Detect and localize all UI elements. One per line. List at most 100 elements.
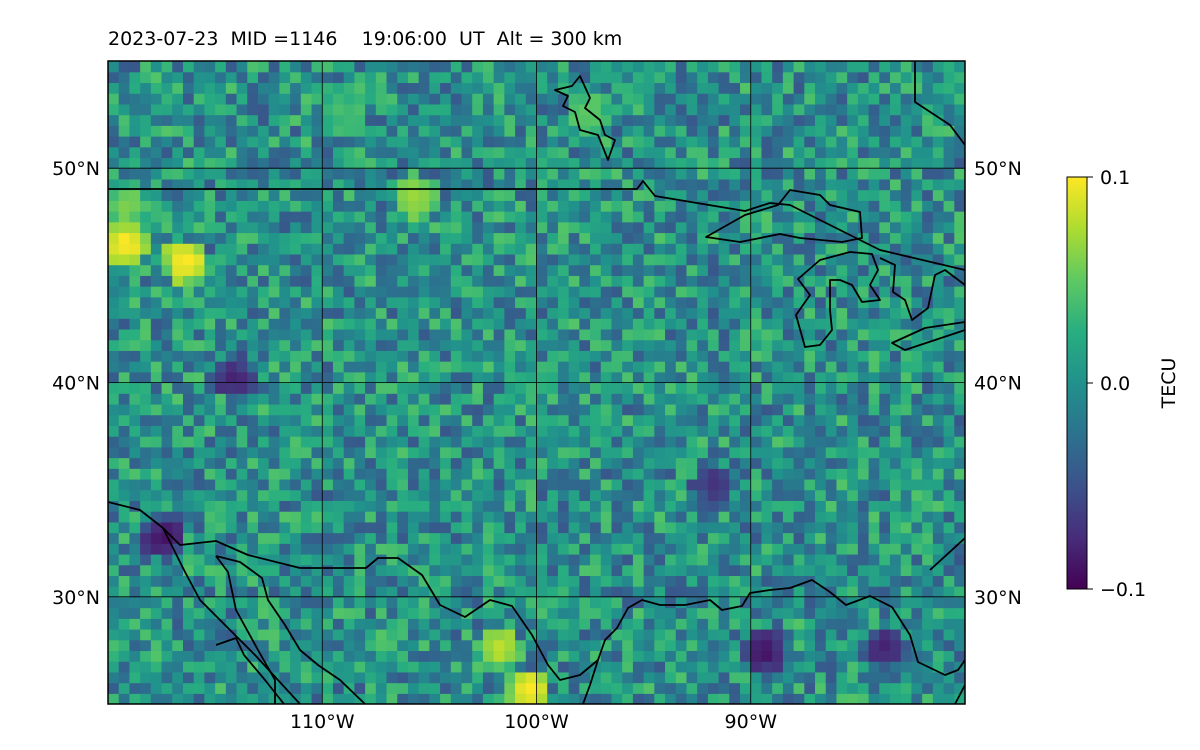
heatmap-cell (397, 521, 409, 534)
heatmap-cell (418, 596, 430, 609)
heatmap-cell (493, 457, 505, 469)
heatmap-cell (172, 403, 184, 416)
heatmap-cell (750, 661, 763, 673)
heatmap-cell (675, 500, 688, 512)
heatmap-cell (707, 521, 720, 534)
heatmap-cell (118, 393, 131, 405)
heatmap-cell (182, 682, 195, 694)
heatmap-cell (943, 232, 955, 244)
heatmap-cell (643, 286, 655, 298)
heatmap-cell (750, 296, 763, 309)
heatmap-cell (750, 489, 763, 501)
heatmap-cell (836, 221, 848, 234)
heatmap-cell (129, 457, 141, 469)
heatmap-cell (954, 296, 965, 309)
heatmap-cell (150, 146, 163, 159)
heatmap-cell (322, 200, 334, 212)
heatmap-cell (140, 232, 152, 244)
heatmap-cell (204, 93, 216, 105)
heatmap-cell (890, 425, 902, 437)
heatmap-cell (172, 211, 184, 223)
heatmap-cell (954, 682, 965, 694)
heatmap-cell (236, 328, 248, 341)
heatmap-cell (150, 393, 163, 405)
heatmap-cell (225, 93, 238, 105)
heatmap-cell (932, 296, 945, 309)
heatmap-cell (150, 296, 163, 309)
heatmap-cell (108, 253, 120, 266)
heatmap-cell (322, 243, 334, 255)
heatmap-cell (118, 489, 131, 501)
heatmap-cell (332, 596, 345, 609)
heatmap-cell (418, 339, 430, 351)
heatmap-cell (836, 468, 848, 480)
heatmap-cell (654, 543, 666, 555)
heatmap-cell (857, 243, 870, 255)
heatmap-cell (247, 178, 259, 191)
heatmap-cell (236, 500, 248, 512)
heatmap-cell (332, 125, 345, 137)
heatmap-cell (654, 200, 666, 212)
heatmap-cell (686, 361, 698, 373)
heatmap-cell (182, 661, 195, 673)
heatmap-cell (450, 200, 463, 212)
heatmap-cell (193, 596, 206, 609)
heatmap-cell (815, 146, 827, 159)
heatmap-cell (536, 318, 548, 330)
heatmap-cell (193, 436, 206, 448)
heatmap-cell (332, 628, 345, 641)
heatmap-cell (215, 103, 227, 116)
heatmap-cell (900, 189, 913, 201)
heatmap-cell (257, 178, 270, 191)
title-time: 19:06:00 UT (361, 28, 485, 50)
heatmap-cell (815, 489, 827, 501)
heatmap-cell (675, 232, 688, 244)
heatmap-cell (879, 328, 891, 341)
heatmap-cell (847, 157, 859, 169)
heatmap-cell (268, 575, 280, 587)
heatmap-cell (482, 446, 495, 459)
heatmap-cell (804, 264, 816, 276)
heatmap-cell (482, 618, 495, 630)
heatmap-cell (472, 318, 484, 330)
heatmap-cell (450, 511, 463, 523)
heatmap-cell (257, 532, 270, 544)
heatmap-cell (332, 296, 345, 309)
heatmap-cell (761, 264, 773, 276)
heatmap-cell (354, 211, 366, 223)
heatmap-cell (643, 71, 655, 84)
heatmap-cell (504, 414, 516, 426)
heatmap-cell (707, 693, 720, 704)
heatmap-cell (600, 489, 613, 501)
heatmap-cell (407, 318, 420, 330)
heatmap-cell (879, 136, 891, 148)
heatmap-cell (140, 178, 152, 191)
heatmap-cell (482, 382, 495, 394)
heatmap-cell (665, 478, 677, 491)
heatmap-cell (922, 393, 934, 405)
heatmap-cell (665, 232, 677, 244)
heatmap-cell (311, 436, 323, 448)
heatmap-cell (665, 446, 677, 459)
heatmap-cell (322, 553, 334, 566)
heatmap-cell (322, 575, 334, 587)
heatmap-cell (193, 618, 206, 630)
heatmap-cell (579, 382, 591, 394)
heatmap-cell (493, 125, 505, 137)
heatmap-cell (611, 661, 623, 673)
heatmap-cell (482, 628, 495, 641)
heatmap-cell (311, 136, 323, 148)
heatmap-cell (922, 61, 934, 73)
heatmap-cell (108, 136, 120, 148)
heatmap-cell (129, 103, 141, 116)
heatmap-cell (418, 125, 430, 137)
heatmap-cell (729, 650, 741, 662)
heatmap-cell (461, 489, 473, 501)
heatmap-cell (461, 146, 473, 159)
heatmap-cell (332, 318, 345, 330)
heatmap-cell (622, 275, 634, 287)
heatmap-cell (697, 221, 709, 234)
heatmap-cell (943, 264, 955, 276)
heatmap-cell (590, 200, 602, 212)
heatmap-cell (204, 628, 216, 641)
